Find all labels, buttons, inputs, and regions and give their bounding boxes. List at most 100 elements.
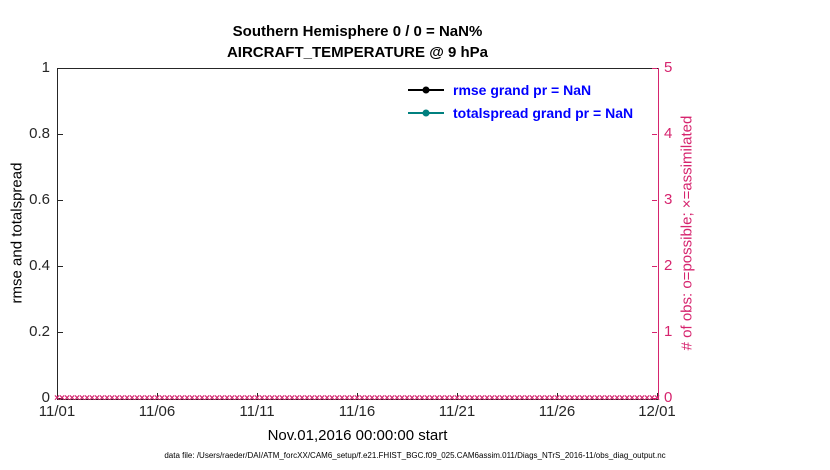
assimilated-obs-marker: ×: [304, 393, 310, 404]
assimilated-obs-marker: ×: [224, 393, 230, 404]
assimilated-obs-marker: ×: [544, 393, 550, 404]
y-tick-mark-left: [58, 68, 63, 69]
assimilated-obs-marker: ×: [414, 393, 420, 404]
assimilated-obs-marker: ×: [604, 393, 610, 404]
assimilated-obs-marker: ×: [324, 393, 330, 404]
x-tick-mark: [57, 393, 58, 398]
assimilated-obs-marker: ×: [219, 393, 225, 404]
assimilated-obs-marker: ×: [579, 393, 585, 404]
x-tick-mark: [357, 393, 358, 398]
assimilated-obs-marker: ×: [214, 393, 220, 404]
assimilated-obs-marker: ×: [69, 393, 75, 404]
assimilated-obs-marker: ×: [284, 393, 290, 404]
assimilated-obs-marker: ×: [439, 393, 445, 404]
assimilated-obs-marker: ×: [159, 393, 165, 404]
assimilated-obs-marker: ×: [199, 393, 205, 404]
assimilated-obs-marker: ×: [314, 393, 320, 404]
assimilated-obs-marker: ×: [269, 393, 275, 404]
x-tick-mark: [157, 393, 158, 398]
assimilated-obs-marker: ×: [379, 393, 385, 404]
rmse-dot-icon: [422, 86, 430, 93]
assimilated-obs-marker: ×: [584, 393, 590, 404]
y-tick-mark-left: [58, 266, 63, 267]
y-tick-mark-right: [652, 266, 657, 267]
assimilated-obs-marker: ×: [364, 393, 370, 404]
assimilated-obs-marker: ×: [254, 393, 260, 404]
x-tick-mark: [257, 393, 258, 398]
assimilated-obs-marker: ×: [249, 393, 255, 404]
chart-title-line2: AIRCRAFT_TEMPERATURE @ 9 hPa: [226, 44, 489, 61]
assimilated-obs-marker: ×: [424, 393, 430, 404]
x-tick-mark: [457, 393, 458, 398]
assimilated-obs-marker: ×: [459, 393, 465, 404]
assimilated-obs-marker: ×: [109, 393, 115, 404]
assimilated-obs-marker: ×: [234, 393, 240, 404]
totalspread-line-dot-marker-icon: [408, 109, 444, 116]
x-tick-label: 11/11: [239, 403, 275, 420]
assimilated-obs-marker: ×: [484, 393, 490, 404]
y-tick-label-left: 1: [41, 59, 50, 76]
x-tick-label: 11/16: [338, 403, 376, 420]
assimilated-obs-marker: ×: [84, 393, 90, 404]
legend: rmse grand pr = NaN totalspread grand pr…: [408, 78, 633, 124]
assimilated-obs-marker: ×: [239, 393, 245, 404]
assimilated-obs-marker: ×: [449, 393, 455, 404]
assimilated-obs-marker: ×: [559, 393, 565, 404]
assimilated-obs-marker: ×: [349, 393, 355, 404]
assimilated-obs-marker: ×: [374, 393, 380, 404]
assimilated-obs-marker: ×: [334, 393, 340, 404]
assimilated-obs-marker: ×: [359, 393, 365, 404]
assimilated-obs-marker: ×: [539, 393, 545, 404]
legend-label-totalspread: totalspread grand pr = NaN: [453, 104, 634, 121]
assimilated-obs-marker: ×: [329, 393, 335, 404]
assimilated-obs-marker: ×: [189, 393, 195, 404]
assimilated-obs-marker: ×: [64, 393, 70, 404]
assimilated-obs-marker: ×: [419, 393, 425, 404]
assimilated-obs-marker: ×: [649, 393, 655, 404]
assimilated-obs-marker: ×: [549, 393, 555, 404]
assimilated-obs-marker: ×: [164, 393, 170, 404]
assimilated-obs-marker: ×: [384, 393, 390, 404]
assimilated-obs-marker: ×: [104, 393, 110, 404]
totalspread-dot-icon: [422, 109, 430, 116]
assimilated-obs-marker: ×: [594, 393, 600, 404]
y-tick-mark-right: [652, 134, 657, 135]
assimilated-obs-marker: ×: [519, 393, 525, 404]
assimilated-obs-marker: ×: [194, 393, 200, 404]
assimilated-obs-marker: ×: [389, 393, 395, 404]
assimilated-obs-marker: ×: [229, 393, 235, 404]
assimilated-obs-marker: ×: [99, 393, 105, 404]
assimilated-obs-marker: ×: [184, 393, 190, 404]
assimilated-obs-marker: ×: [479, 393, 485, 404]
y-tick-label-left: 0.6: [29, 191, 50, 208]
assimilated-obs-marker: ×: [504, 393, 510, 404]
assimilated-obs-marker: ×: [404, 393, 410, 404]
assimilated-obs-marker: ×: [94, 393, 100, 404]
legend-item-rmse: rmse grand pr = NaN: [408, 78, 633, 101]
assimilated-obs-marker: ×: [259, 393, 265, 404]
y-tick-mark-right: [652, 68, 657, 69]
assimilated-obs-marker: ×: [429, 393, 435, 404]
y-tick-mark-right: [652, 200, 657, 201]
assimilated-obs-marker: ×: [444, 393, 450, 404]
x-axis-label: Nov.01,2016 00:00:00 start: [267, 427, 448, 444]
y-tick-mark-left: [58, 200, 63, 201]
assimilated-obs-marker: ×: [169, 393, 175, 404]
y-tick-label-right: 4: [664, 125, 673, 142]
assimilated-obs-marker: ×: [59, 393, 65, 404]
y-tick-mark-right: [652, 398, 657, 399]
assimilated-obs-marker: ×: [619, 393, 625, 404]
legend-label-rmse: rmse grand pr = NaN: [453, 81, 592, 98]
assimilated-obs-marker: ×: [399, 393, 405, 404]
assimilated-obs-marker: ×: [319, 393, 325, 404]
assimilated-obs-marker: ×: [79, 393, 85, 404]
rmse-line-dot-marker-icon: [408, 86, 444, 93]
assimilated-obs-marker: ×: [589, 393, 595, 404]
x-tick-label: 11/21: [438, 403, 476, 420]
assimilated-obs-marker: ×: [494, 393, 500, 404]
assimilated-obs-marker: ×: [394, 393, 400, 404]
y-tick-label-right: 2: [664, 257, 673, 274]
assimilated-obs-marker: ×: [434, 393, 440, 404]
assimilated-obs-marker: ×: [409, 393, 415, 404]
assimilated-obs-marker: ×: [514, 393, 520, 404]
